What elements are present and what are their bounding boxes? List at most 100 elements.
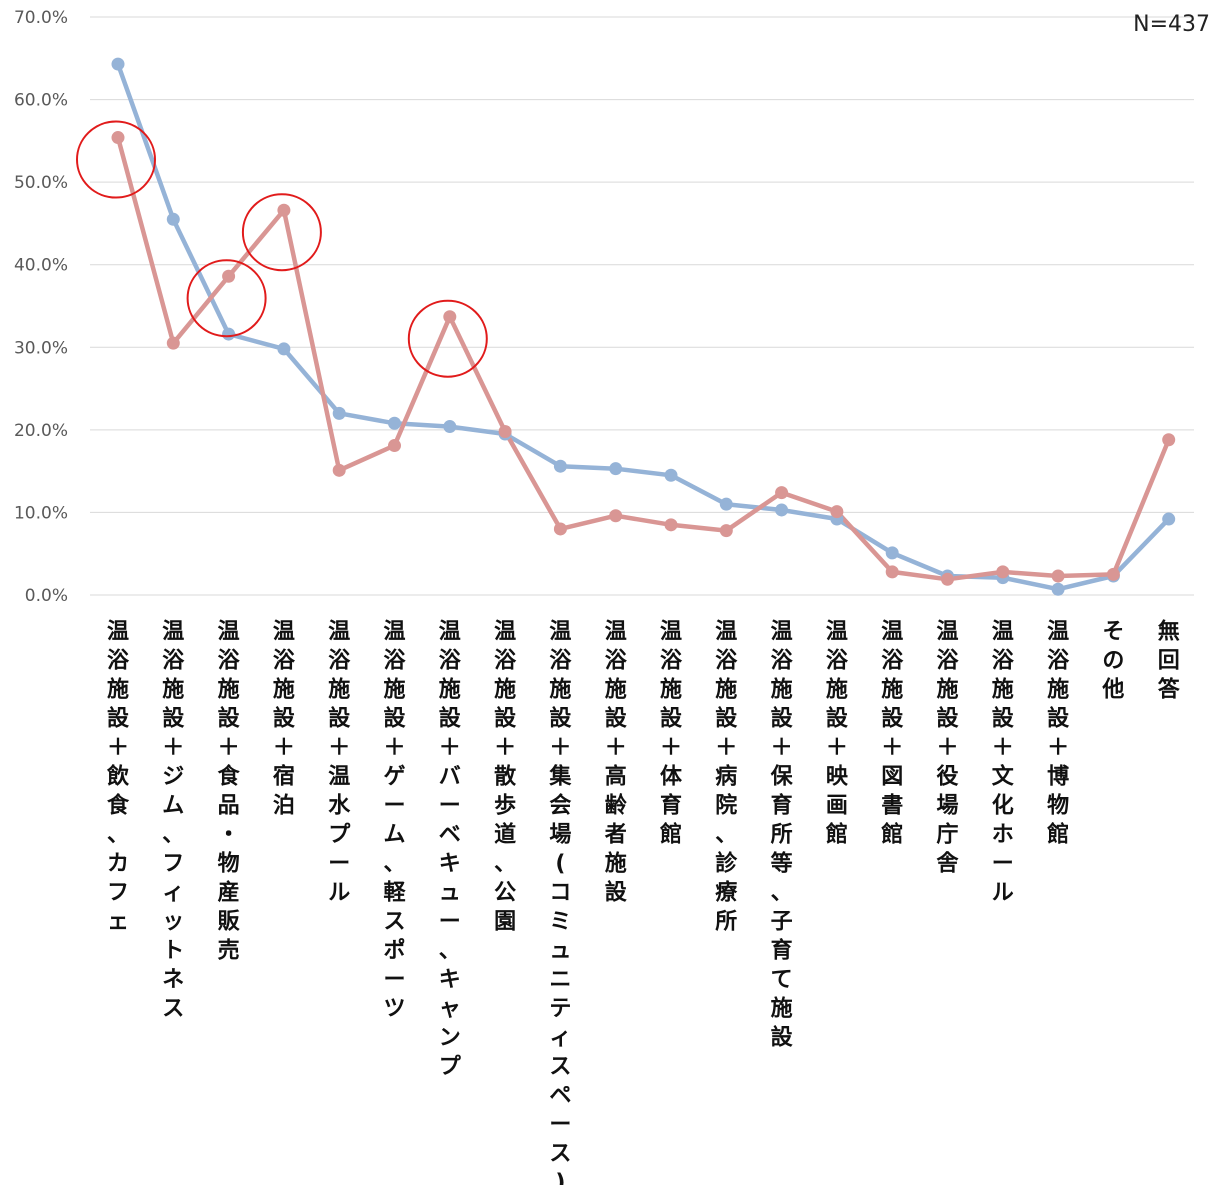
svg-text:者: 者 <box>604 823 627 848</box>
svg-text:ポ: ポ <box>383 938 405 964</box>
series-1-point <box>111 57 125 71</box>
svg-text:所: 所 <box>771 823 793 848</box>
svg-text:、: 、 <box>383 852 405 877</box>
svg-text:館: 館 <box>826 822 848 848</box>
svg-text:設: 設 <box>605 706 628 732</box>
series-2-point <box>388 439 401 453</box>
svg-text:設: 設 <box>549 706 572 732</box>
svg-text:施: 施 <box>273 677 295 703</box>
svg-text:ツ: ツ <box>383 997 405 1022</box>
svg-text:施: 施 <box>107 677 129 703</box>
svg-text:、: 、 <box>494 852 516 877</box>
svg-text:＋: ＋ <box>660 736 682 761</box>
svg-text:画: 画 <box>826 794 848 819</box>
svg-text:設: 設 <box>771 706 794 732</box>
svg-text:公: 公 <box>494 881 516 906</box>
svg-text:施: 施 <box>936 677 958 703</box>
svg-text:バ: バ <box>439 765 461 790</box>
x-axis-category-labels: 温浴施設＋飲食、カフェ温浴施設＋ジム、フィットネス温浴施設＋食品・物産販売温浴施… <box>106 619 1181 1185</box>
svg-text:物: 物 <box>1047 793 1069 819</box>
y-tick-label: 60.0% <box>14 91 68 111</box>
svg-text:温: 温 <box>549 620 571 645</box>
svg-text:診: 診 <box>715 851 738 877</box>
svg-text:、: 、 <box>771 881 793 906</box>
svg-text:カ: カ <box>107 852 129 877</box>
svg-text:ス: ス <box>549 1055 571 1080</box>
series-2-point <box>1162 433 1176 447</box>
svg-text:施: 施 <box>715 677 737 703</box>
svg-text:映: 映 <box>826 765 849 790</box>
svg-text:館: 館 <box>881 822 903 848</box>
svg-text:療: 療 <box>715 880 737 906</box>
svg-text:キ: キ <box>439 968 461 993</box>
series-1-line <box>115 63 1171 592</box>
svg-text:浴: 浴 <box>660 649 683 674</box>
svg-text:浴: 浴 <box>936 649 959 674</box>
svg-text:て: て <box>771 968 793 993</box>
svg-text:ス: ス <box>383 910 405 935</box>
svg-text:文: 文 <box>992 764 1015 790</box>
svg-text:物: 物 <box>218 851 240 877</box>
svg-text:浴: 浴 <box>826 649 849 674</box>
svg-text:場: 場 <box>549 823 571 848</box>
svg-text:設: 設 <box>936 706 959 732</box>
svg-text:施: 施 <box>605 677 627 703</box>
svg-text:育: 育 <box>771 938 793 964</box>
svg-text:浴: 浴 <box>881 649 904 674</box>
svg-text:浴: 浴 <box>439 649 462 674</box>
svg-text:＋: ＋ <box>494 736 516 761</box>
svg-text:ン: ン <box>439 1026 461 1051</box>
svg-text:浴: 浴 <box>107 649 130 674</box>
svg-text:＋: ＋ <box>881 736 903 761</box>
svg-text:子: 子 <box>771 910 793 935</box>
svg-text:設: 設 <box>383 706 406 732</box>
svg-text:浴: 浴 <box>771 649 794 674</box>
svg-text:館: 館 <box>660 822 682 848</box>
series-2-point <box>775 486 789 500</box>
svg-text:ジ: ジ <box>162 765 184 790</box>
series-2-point <box>830 505 844 519</box>
svg-text:施: 施 <box>494 677 516 703</box>
svg-text:＋: ＋ <box>162 736 184 761</box>
svg-text:設: 設 <box>218 706 241 732</box>
series-1-point <box>885 546 899 560</box>
svg-text:・: ・ <box>218 823 240 848</box>
svg-text:体: 体 <box>660 765 683 790</box>
svg-text:温: 温 <box>715 620 737 645</box>
svg-text:温: 温 <box>273 620 295 645</box>
svg-text:院: 院 <box>715 793 737 819</box>
svg-text:設: 設 <box>660 706 683 732</box>
svg-text:高: 高 <box>605 764 627 790</box>
svg-text:ー: ー <box>992 852 1014 877</box>
svg-text:販: 販 <box>218 910 241 935</box>
svg-text:、: 、 <box>439 939 461 964</box>
svg-text:温: 温 <box>328 620 350 645</box>
svg-text:図: 図 <box>881 765 903 790</box>
svg-text:キ: キ <box>439 852 461 877</box>
highlight-circles <box>76 120 488 378</box>
svg-text:温: 温 <box>218 620 240 645</box>
series-2-point <box>996 565 1010 579</box>
svg-text:育: 育 <box>660 793 682 819</box>
svg-text:温: 温 <box>494 620 516 645</box>
highlight-circle <box>76 120 156 199</box>
svg-text:(: ( <box>555 852 565 877</box>
svg-text:答: 答 <box>1158 677 1181 703</box>
svg-text:温: 温 <box>826 620 848 645</box>
svg-text:ー: ー <box>549 1113 571 1138</box>
series-1-point <box>664 468 678 482</box>
svg-text:ベ: ベ <box>439 823 461 848</box>
svg-text:ェ: ェ <box>107 910 129 935</box>
svg-text:回: 回 <box>1158 649 1180 674</box>
svg-text:ス: ス <box>549 1142 571 1167</box>
svg-text:施: 施 <box>771 677 793 703</box>
svg-text:＋: ＋ <box>605 736 627 761</box>
svg-text:会: 会 <box>549 793 571 819</box>
svg-text:ィ: ィ <box>162 881 184 906</box>
svg-text:プ: プ <box>439 1055 462 1080</box>
svg-text:設: 設 <box>439 706 462 732</box>
